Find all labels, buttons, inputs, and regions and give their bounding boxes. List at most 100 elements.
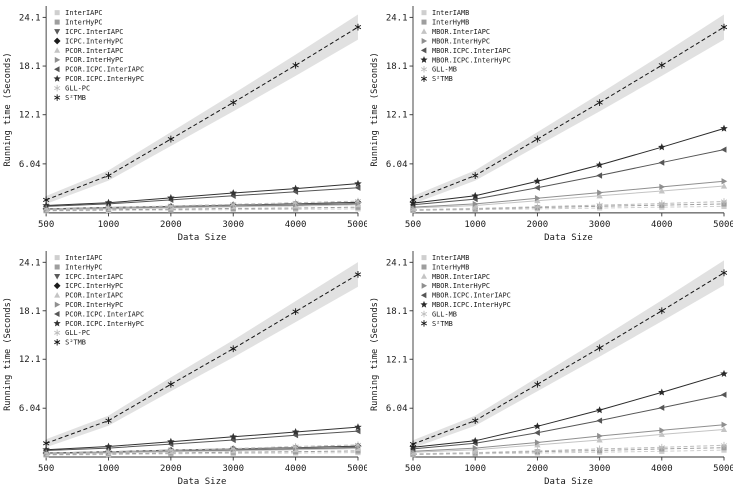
legend-label: PCOR.InterHyPC [65,301,123,309]
legend-label: MBOR.InterIAPC [432,28,490,36]
legend-item: S²TMB [54,94,86,102]
x-tick-label: 2000 [527,464,549,474]
legend-label: PCOR.ICPC.InterHyPC [65,75,144,83]
y-tick-label: 24.1 [386,258,408,268]
legend-item: PCOR.InterIAPC [54,292,123,300]
y-tick-label: 18.1 [386,307,408,317]
legend-label: InterIAPC [65,254,102,262]
series-mbor-icpc-interhypc [409,124,728,207]
x-axis-label: Data Size [544,477,593,487]
legend-label: PCOR.InterIAPC [65,292,123,300]
x-axis-label: Data Size [178,233,227,243]
legend-label: ICPC.InterHyPC [65,37,123,45]
x-tick-label: 5000 [713,220,733,230]
series-s-tmb [409,269,728,448]
x-tick-label: 500 [38,464,54,474]
legend-label: InterHyPC [65,18,102,26]
legend-label: InterIAMB [432,9,469,17]
legend-label: InterHyMB [432,18,469,26]
legend-label: GLL-PC [65,329,90,337]
legend-item: InterIAPC [54,254,103,262]
legend-item: PCOR.ICPC.InterHyPC [53,74,144,83]
y-tick-label: 6.04 [386,160,408,170]
legend-label: PCOR.InterIAPC [65,47,123,55]
legend-label: ICPC.InterIAPC [65,28,123,36]
x-axis-label: Data Size [544,233,593,243]
x-tick-label: 4000 [651,220,673,230]
legend-item: InterIAMB [421,254,469,262]
y-axis-label: Running time (Seconds) [370,52,380,166]
x-tick-label: 3000 [222,464,244,474]
legend-label: GLL-MB [432,66,457,74]
chart-panel-bottom-left: 6.04 12.1 18.1 24.1 500 1000 2000 3000 4000 5000 I… [0,245,367,489]
x-tick-label: 2000 [160,220,182,230]
legend-item: InterIAPC [54,9,103,17]
x-tick-label: 4000 [285,220,307,230]
legend-item: MBOR.InterIAPC [421,273,490,281]
y-tick-label: 6.04 [19,160,41,170]
legend-item: GLL-MB [420,310,457,318]
x-tick-label: 4000 [285,464,307,474]
legend-item: InterHyPC [54,18,103,27]
legend-label: S²TMB [432,75,453,83]
legend-label: MBOR.InterHyPC [432,282,490,290]
x-tick-label: 4000 [651,464,673,474]
legend-label: InterHyMB [432,263,469,271]
x-tick-label: 3000 [589,464,611,474]
legend-item: InterHyMB [421,263,469,271]
series-gll-mb [409,198,728,214]
y-tick-label: 18.1 [19,62,41,72]
axes [42,251,359,461]
chart: 6.04 12.1 18.1 24.1 500 1000 2000 3000 4000 5000 I… [3,251,367,487]
legend-item: PCOR.InterHyPC [54,56,123,64]
legend-label: InterIAPC [65,9,102,17]
x-tick-label: 1000 [464,220,486,230]
series-gll-pc [42,197,362,213]
x-tick-label: 5000 [713,464,733,474]
y-tick-label: 18.1 [19,307,41,317]
series-gll-mb [409,441,728,458]
legend-item: MBOR.InterHyPC [421,37,490,45]
legend-label: MBOR.InterIAPC [432,273,490,281]
legend-label: GLL-MB [432,310,457,318]
legend-item: PCOR.InterIAPC [54,47,123,55]
legend-item: GLL-PC [54,329,90,337]
x-axis-label: Data Size [178,477,227,487]
legend-label: PCOR.ICPC.InterHyPC [65,320,144,328]
legend-label: MBOR.InterHyPC [432,37,490,45]
x-tick-label: 5000 [347,220,367,230]
legend-label: PCOR.ICPC.InterIAPC [65,66,144,74]
legend-item: MBOR.ICPC.InterHyPC [420,56,511,64]
series-s-tmb [42,23,362,204]
legend-item: MBOR.ICPC.InterIAPC [420,292,511,300]
legend-label: MBOR.ICPC.InterIAPC [432,292,511,300]
y-tick-label: 12.1 [386,355,408,365]
x-tick-label: 5000 [347,464,367,474]
confidence-band [46,14,358,204]
chart: 6.04 12.1 18.1 24.1 500 1000 2000 3000 4000 5000 I… [370,6,733,243]
legend-label: PCOR.ICPC.InterIAPC [65,310,144,318]
x-tick-label: 2000 [527,220,549,230]
x-tick-label: 500 [38,220,54,230]
legend-item: S²TMB [420,320,453,328]
legend-item: MBOR.ICPC.InterHyPC [420,300,511,309]
axes [42,6,359,217]
legend-item: ICPC.InterIAPC [54,273,123,281]
legend-label: ICPC.InterHyPC [65,282,123,290]
legend-label: InterHyPC [65,263,102,271]
legend-label: MBOR.ICPC.InterHyPC [432,301,511,309]
y-axis-label: Running time (Seconds) [3,52,13,166]
y-tick-label: 12.1 [19,355,41,365]
x-tick-label: 1000 [98,464,120,474]
chart-panel-top-left: 6.04 12.1 18.1 24.1 500 1000 2000 3000 4000 5000 I… [0,0,367,245]
legend-label: InterIAMB [432,254,469,262]
legend-item: MBOR.InterHyPC [421,282,490,290]
series-mbor-interhypc [410,178,728,211]
legend-label: S²TMB [65,94,86,102]
legend-item: GLL-MB [420,66,457,74]
x-tick-label: 3000 [222,220,244,230]
legend-item: ICPC.InterHyPC [53,37,123,45]
confidence-band [46,262,358,448]
